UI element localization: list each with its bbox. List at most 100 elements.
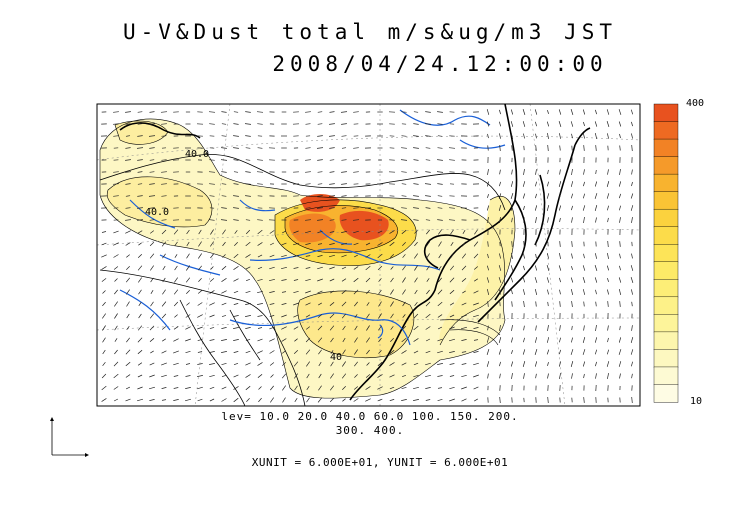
wind-arrow xyxy=(510,181,514,187)
wind-arrow xyxy=(402,242,406,246)
wind-arrow xyxy=(185,350,191,354)
wind-arrow xyxy=(413,195,419,197)
wind-arrow xyxy=(437,350,443,354)
wind-arrow xyxy=(378,301,382,307)
wind-arrow xyxy=(125,219,131,221)
wind-arrow xyxy=(209,278,215,282)
wind-arrow xyxy=(329,325,335,331)
wind-arrow xyxy=(136,147,144,149)
wind-arrow xyxy=(329,111,335,113)
wind-arrow xyxy=(342,385,346,391)
wind-arrow xyxy=(413,159,419,161)
wind-arrow xyxy=(102,349,106,355)
wind-arrow xyxy=(269,242,275,246)
wind-arrow xyxy=(293,267,299,269)
wind-arrow xyxy=(113,242,119,246)
wind-arrow xyxy=(294,398,298,402)
wind-arrow xyxy=(305,349,311,355)
wind-arrow xyxy=(595,324,597,332)
wind-arrow xyxy=(161,301,167,307)
wind-arrow xyxy=(606,349,610,355)
wind-arrow xyxy=(197,302,203,306)
wind-arrow xyxy=(282,362,286,366)
wind-arrow xyxy=(449,351,455,353)
wind-arrow xyxy=(341,183,347,185)
wind-arrow xyxy=(437,338,443,342)
wind-arrow xyxy=(137,362,143,366)
wind-arrow xyxy=(101,373,107,379)
wind-arrow xyxy=(161,195,167,197)
wind-arrow xyxy=(125,242,131,246)
wind-arrow xyxy=(342,398,346,402)
wind-arrow xyxy=(510,265,514,271)
wind-arrow xyxy=(137,349,143,355)
wind-arrow xyxy=(449,207,455,209)
wind-arrow xyxy=(269,362,275,366)
wind-arrow xyxy=(101,242,107,246)
wind-arrow xyxy=(341,207,347,209)
wind-arrow xyxy=(534,348,538,356)
wind-arrow xyxy=(173,362,179,366)
wind-arrow xyxy=(305,183,311,185)
wind-arrow xyxy=(547,301,549,307)
wind-arrow xyxy=(413,219,419,221)
wind-arrow xyxy=(305,255,311,257)
wind-arrow xyxy=(353,266,359,270)
wind-arrow xyxy=(101,231,107,233)
wind-arrow xyxy=(378,278,382,282)
wind-arrow xyxy=(329,385,335,391)
wind-arrow xyxy=(317,325,323,331)
wind-arrow xyxy=(389,362,395,366)
wind-arrow xyxy=(461,386,467,390)
wind-arrow xyxy=(449,398,455,402)
wind-arrow xyxy=(161,171,167,173)
wind-arrow xyxy=(257,254,263,258)
wind-arrow xyxy=(618,121,622,127)
wind-arrow xyxy=(449,265,455,271)
wind-arrow xyxy=(426,278,430,282)
wind-arrow xyxy=(222,229,226,235)
wind-arrow xyxy=(138,277,142,283)
wind-arrow xyxy=(149,362,155,366)
wind-arrow xyxy=(607,289,609,295)
wind-arrow xyxy=(499,181,501,187)
wind-arrow xyxy=(148,195,156,197)
wind-arrow xyxy=(401,229,407,235)
wind-arrow xyxy=(257,303,263,305)
wind-arrow xyxy=(547,133,549,139)
wind-arrow xyxy=(425,219,431,221)
wind-arrow xyxy=(233,303,239,305)
wind-arrow xyxy=(594,181,598,187)
wind-arrow xyxy=(535,325,537,331)
wind-arrow xyxy=(437,289,443,295)
wind-arrow xyxy=(571,253,573,259)
wind-arrow xyxy=(126,289,130,295)
wind-arrow xyxy=(486,181,490,187)
wind-arrow xyxy=(498,277,502,283)
wind-arrow xyxy=(329,254,335,258)
wind-arrow xyxy=(221,195,227,197)
wind-arrow xyxy=(125,230,131,234)
wind-arrow xyxy=(594,277,598,283)
wind-arrow xyxy=(185,398,191,402)
wind-arrow xyxy=(306,397,310,403)
wind-arrow xyxy=(149,241,155,247)
wind-arrow xyxy=(161,399,167,401)
wind-arrow xyxy=(473,241,479,247)
wind-arrow xyxy=(174,241,178,247)
wind-arrow xyxy=(282,230,286,234)
wind-arrow xyxy=(245,362,251,366)
wind-arrow xyxy=(257,183,263,185)
wind-arrow xyxy=(618,337,622,343)
wind-arrow xyxy=(437,111,443,113)
wind-arrow xyxy=(546,121,550,127)
wind-arrow xyxy=(583,325,585,331)
wind-arrow xyxy=(328,195,336,197)
wind-arrow xyxy=(173,326,179,330)
wind-arrow xyxy=(402,314,406,318)
wind-arrow xyxy=(353,242,359,246)
wind-arrow xyxy=(162,338,166,342)
wind-arrow xyxy=(413,183,419,185)
wind-arrow xyxy=(221,111,227,113)
wind-arrow xyxy=(341,123,347,125)
